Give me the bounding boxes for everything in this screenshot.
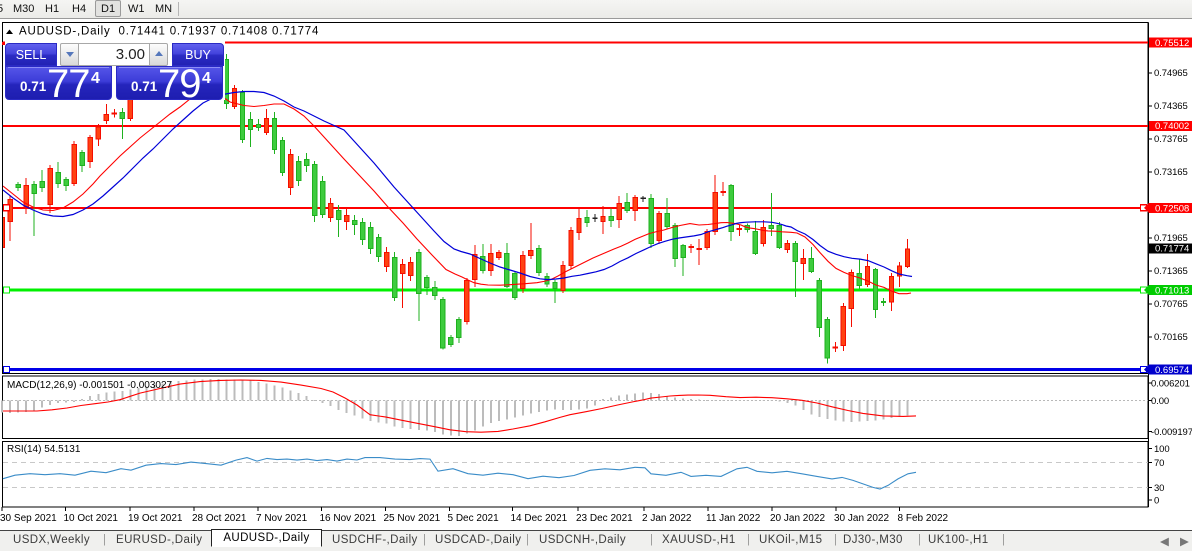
svg-text:7 Nov 2021: 7 Nov 2021 bbox=[256, 513, 308, 524]
svg-text:0: 0 bbox=[1154, 495, 1159, 506]
svg-text:0.70765: 0.70765 bbox=[1154, 299, 1188, 310]
svg-text:28 Oct 2021: 28 Oct 2021 bbox=[192, 513, 247, 524]
svg-text:0.72508: 0.72508 bbox=[1155, 203, 1189, 214]
svg-text:100: 100 bbox=[1154, 444, 1170, 455]
svg-text:0.73765: 0.73765 bbox=[1154, 134, 1188, 145]
svg-text:11 Jan 2022: 11 Jan 2022 bbox=[706, 513, 761, 524]
svg-text:14 Dec 2021: 14 Dec 2021 bbox=[511, 513, 568, 524]
svg-text:20 Jan 2022: 20 Jan 2022 bbox=[770, 513, 825, 524]
svg-text:0.69574: 0.69574 bbox=[1155, 365, 1189, 376]
svg-text:0.71013: 0.71013 bbox=[1155, 285, 1189, 296]
svg-text:0.74365: 0.74365 bbox=[1154, 101, 1188, 112]
svg-text:30 Jan 2022: 30 Jan 2022 bbox=[834, 513, 889, 524]
svg-text:16 Nov 2021: 16 Nov 2021 bbox=[320, 513, 377, 524]
svg-text:30 Sep 2021: 30 Sep 2021 bbox=[0, 513, 57, 524]
svg-text:0.006201: 0.006201 bbox=[1151, 378, 1190, 389]
svg-text:0.73165: 0.73165 bbox=[1154, 167, 1188, 178]
svg-text:5 Dec 2021: 5 Dec 2021 bbox=[448, 513, 500, 524]
svg-text:70: 70 bbox=[1154, 458, 1164, 469]
svg-text:25 Nov 2021: 25 Nov 2021 bbox=[384, 513, 441, 524]
svg-text:RSI(14) 54.5131: RSI(14) 54.5131 bbox=[7, 444, 81, 455]
svg-text:0.74002: 0.74002 bbox=[1155, 121, 1189, 132]
svg-text:19 Oct 2021: 19 Oct 2021 bbox=[128, 513, 183, 524]
svg-text:0.75512: 0.75512 bbox=[1155, 38, 1189, 49]
svg-text:0.74965: 0.74965 bbox=[1154, 68, 1188, 79]
svg-text:0.00: 0.00 bbox=[1151, 396, 1169, 407]
svg-text:2 Jan 2022: 2 Jan 2022 bbox=[642, 513, 692, 524]
svg-text:10 Oct 2021: 10 Oct 2021 bbox=[64, 513, 119, 524]
svg-text:0.71365: 0.71365 bbox=[1154, 266, 1188, 277]
svg-text:0.70165: 0.70165 bbox=[1154, 332, 1188, 343]
svg-text:8 Feb 2022: 8 Feb 2022 bbox=[898, 513, 949, 524]
svg-text:-0.009197: -0.009197 bbox=[1151, 427, 1192, 438]
svg-text:30: 30 bbox=[1154, 483, 1164, 494]
svg-text:AUDUSD-,Daily 0.71441 0.71937: AUDUSD-,Daily 0.71441 0.71937 0.71408 0.… bbox=[19, 26, 319, 38]
svg-text:23 Dec 2021: 23 Dec 2021 bbox=[576, 513, 633, 524]
svg-text:0.71774: 0.71774 bbox=[1155, 244, 1189, 255]
svg-text:0.71965: 0.71965 bbox=[1154, 233, 1188, 244]
svg-text:MACD(12,26,9) -0.001501 -0.003: MACD(12,26,9) -0.001501 -0.003027 bbox=[7, 380, 173, 391]
